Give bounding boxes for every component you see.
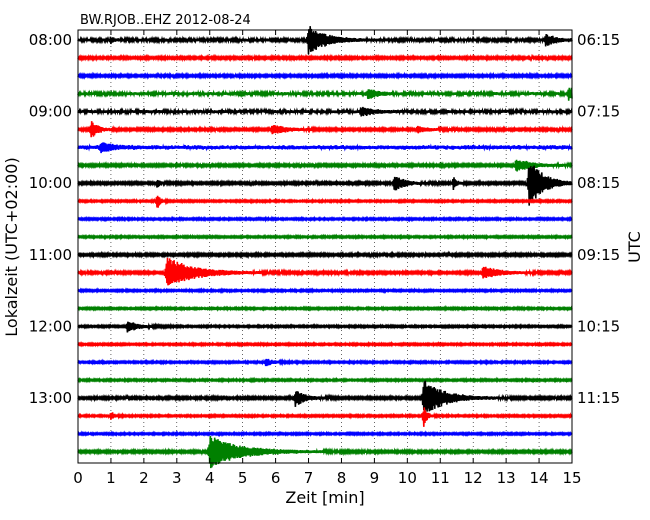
trace-line [77, 159, 573, 172]
trace-line [77, 380, 573, 414]
x-tick-label: 13 [497, 469, 516, 487]
trace-line [77, 26, 573, 55]
y-tick-label-left: 13:00 [29, 389, 72, 407]
y-tick-label-right: 11:15 [577, 389, 620, 407]
trace-line [77, 215, 573, 223]
x-tick-label: 6 [271, 469, 281, 487]
y-axis-label-left: Lokalzeit (UTC+02:00) [2, 157, 21, 336]
trace-line [77, 430, 573, 438]
trace-line [77, 233, 573, 241]
x-tick-label: 12 [464, 469, 483, 487]
trace-line [77, 340, 573, 348]
trace-layer [77, 26, 573, 469]
x-tick-label: 1 [106, 469, 116, 487]
y-tick-label-left: 11:00 [29, 246, 72, 264]
x-tick-label: 7 [304, 469, 314, 487]
y-tick-label-right: 06:15 [577, 31, 620, 49]
x-axis-label: Zeit [min] [285, 488, 364, 507]
trace-line [77, 257, 573, 286]
trace-line [77, 287, 573, 295]
y-tick-label-left: 08:00 [29, 31, 72, 49]
x-tick-label: 3 [172, 469, 182, 487]
x-tick-label: 9 [370, 469, 380, 487]
x-tick-label: 8 [337, 469, 347, 487]
x-tick-label: 4 [205, 469, 215, 487]
trace-line [77, 250, 573, 260]
y-tick-label-right: 07:15 [577, 103, 620, 121]
y-tick-label-left: 12:00 [29, 317, 72, 335]
trace-line [77, 435, 573, 469]
x-tick-label: 0 [73, 469, 83, 487]
trace-line [77, 71, 573, 81]
x-tick-label: 10 [398, 469, 417, 487]
x-tick-label: 14 [530, 469, 549, 487]
y-tick-label-right: 08:15 [577, 174, 620, 192]
y-tick-label-left: 09:00 [29, 103, 72, 121]
x-tick-label: 2 [139, 469, 149, 487]
grid-lines [110, 30, 540, 463]
trace-line [77, 321, 573, 333]
trace-line [77, 142, 573, 154]
plot-frame [77, 29, 573, 464]
x-tick-label: 15 [562, 469, 581, 487]
y-tick-label-left: 10:00 [29, 174, 72, 192]
trace-line [77, 376, 573, 384]
x-tick-label: 11 [431, 469, 450, 487]
y-tick-label-right: 09:15 [577, 246, 620, 264]
chart-title: BW.RJOB..EHZ 2012-08-24 [80, 13, 251, 28]
x-tick-label: 5 [238, 469, 248, 487]
ticks: 0 1 2 3 4 5 6 7 8 9 10 11 12 13 14 1508:0009:0010:0011:… [29, 30, 620, 487]
trace-line [77, 87, 573, 101]
y-axis-label-right: UTC [625, 231, 644, 263]
trace-line [77, 195, 573, 208]
trace-line [77, 304, 573, 312]
trace-line [77, 407, 573, 427]
trace-line [77, 358, 573, 367]
trace-line [77, 121, 573, 138]
trace-line [77, 106, 573, 117]
y-tick-label-right: 10:15 [577, 317, 620, 335]
trace-line [77, 165, 573, 206]
trace-line [77, 53, 573, 63]
